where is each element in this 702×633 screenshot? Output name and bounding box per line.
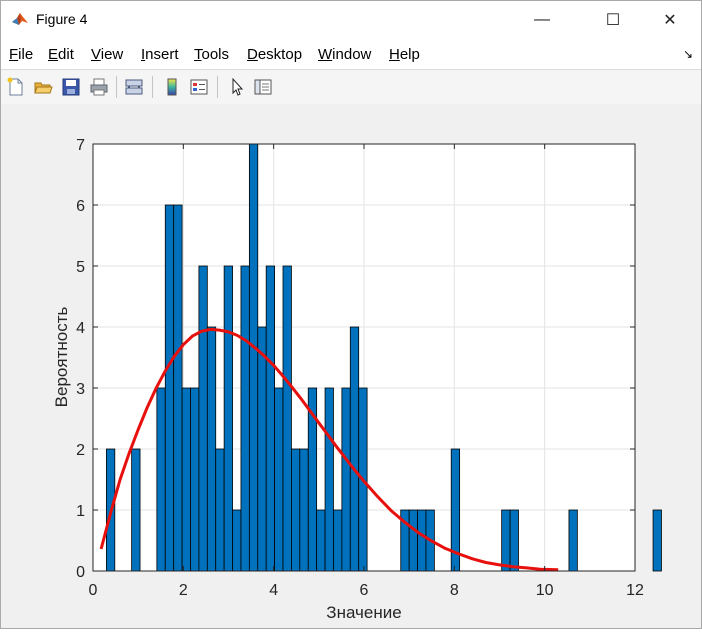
y-tick-label: 2 — [76, 442, 85, 459]
histogram-bar — [291, 448, 301, 572]
histogram-bar — [181, 387, 191, 572]
y-tick-label: 7 — [76, 137, 85, 154]
close-icon: ✕ — [663, 12, 677, 29]
histogram-bar — [509, 509, 519, 572]
insert-colorbar-button[interactable] — [160, 75, 184, 99]
x-tick-label: 10 — [536, 582, 554, 599]
toolbar-separator — [152, 76, 153, 98]
histogram-bar — [349, 326, 360, 572]
y-axis-label: Вероятность — [52, 307, 71, 408]
edit-plot-pointer-icon — [232, 77, 244, 96]
x-axis-label: Значение — [326, 603, 401, 622]
histogram-bar — [173, 204, 183, 572]
histogram-bar — [299, 448, 309, 572]
menu-desktop[interactable]: Desktop — [247, 46, 303, 63]
y-tick-label: 0 — [76, 564, 85, 581]
new-figure-icon — [7, 77, 23, 96]
print-icon — [90, 78, 108, 96]
x-tick-label: 2 — [179, 582, 188, 599]
histogram-bar — [131, 448, 141, 572]
open-file-icon — [34, 82, 53, 94]
window-title: Figure 4 — [36, 11, 88, 27]
toolbar-separator — [217, 76, 218, 98]
menu-insert[interactable]: Insert — [141, 46, 179, 63]
title-bar: Figure 4 — ☐ ✕ — [1, 1, 701, 39]
histogram-bar — [333, 509, 343, 572]
menu-file[interactable]: File — [9, 46, 34, 63]
matlab-logo-icon — [11, 10, 29, 28]
histogram-bar — [198, 265, 208, 572]
x-tick-label: 6 — [360, 582, 369, 599]
fitted-distribution-curve — [99, 327, 559, 572]
histogram-bar — [156, 387, 166, 572]
maximize-icon: ☐ — [605, 12, 621, 29]
histogram-bar — [408, 509, 418, 572]
menu-view[interactable]: View — [91, 46, 124, 63]
y-tick-label: 5 — [76, 259, 85, 276]
y-tick-label: 4 — [76, 320, 85, 337]
open-file-button[interactable] — [31, 75, 55, 99]
histogram-bar — [206, 326, 217, 572]
menu-edit[interactable]: Edit — [48, 46, 74, 63]
link-plot-icon — [125, 79, 143, 95]
histogram-bar — [232, 509, 242, 572]
y-tick-label: 6 — [76, 198, 85, 215]
histogram-bar — [190, 387, 200, 572]
histogram-bar — [324, 387, 334, 572]
histogram-bar — [341, 387, 351, 572]
toolbar-separator — [116, 76, 117, 98]
histogram-bar — [257, 326, 267, 572]
figure-canvas: 0 2 4 6 8 10 12 0 1 2 3 4 5 6 7 Значение Вероятность — [1, 104, 701, 628]
menu-tools[interactable]: Tools — [194, 46, 230, 63]
link-plot-button[interactable] — [122, 75, 146, 99]
histogram-bar — [501, 509, 511, 572]
menu-bar: File Edit View Insert Tools Desktop Wind… — [1, 39, 701, 69]
histogram-bar — [223, 265, 233, 572]
y-tick-label: 3 — [76, 381, 85, 398]
x-tick-label: 12 — [626, 582, 644, 599]
histogram-bar — [240, 265, 250, 572]
histogram-bar — [274, 387, 284, 572]
property-inspector-button[interactable] — [251, 75, 275, 99]
dock-arrow-icon[interactable]: ↘ — [682, 47, 693, 61]
close-button[interactable]: ✕ — [647, 1, 693, 39]
save-button[interactable] — [59, 75, 83, 99]
x-tick-label: 0 — [89, 582, 98, 599]
minimize-icon: — — [534, 11, 550, 28]
menu-help[interactable]: Help — [389, 46, 420, 63]
histogram-bar — [248, 143, 259, 572]
save-icon — [62, 78, 80, 96]
histogram-bar — [316, 509, 326, 572]
histogram-bar — [652, 509, 662, 572]
print-button[interactable] — [87, 75, 111, 99]
histogram-bar — [215, 448, 225, 572]
menu-window[interactable]: Window — [318, 46, 372, 63]
insert-legend-button[interactable] — [187, 75, 211, 99]
histogram-bar — [164, 204, 175, 572]
edit-plot-button[interactable] — [225, 75, 249, 99]
histogram-bar — [265, 265, 275, 572]
insert-colorbar-icon — [167, 78, 177, 96]
property-inspector-icon — [254, 79, 272, 95]
minimize-button[interactable]: — — [519, 1, 565, 39]
maximize-button[interactable]: ☐ — [590, 1, 636, 39]
new-figure-button[interactable] — [4, 75, 28, 99]
y-tick-label: 1 — [76, 503, 85, 520]
insert-legend-icon — [190, 79, 208, 95]
histogram-bar — [417, 509, 427, 572]
x-tick-label: 8 — [450, 582, 459, 599]
figure-toolbar — [1, 69, 701, 105]
histogram-bar — [282, 265, 292, 572]
x-tick-label: 4 — [269, 582, 278, 599]
histogram-bar — [568, 509, 578, 572]
